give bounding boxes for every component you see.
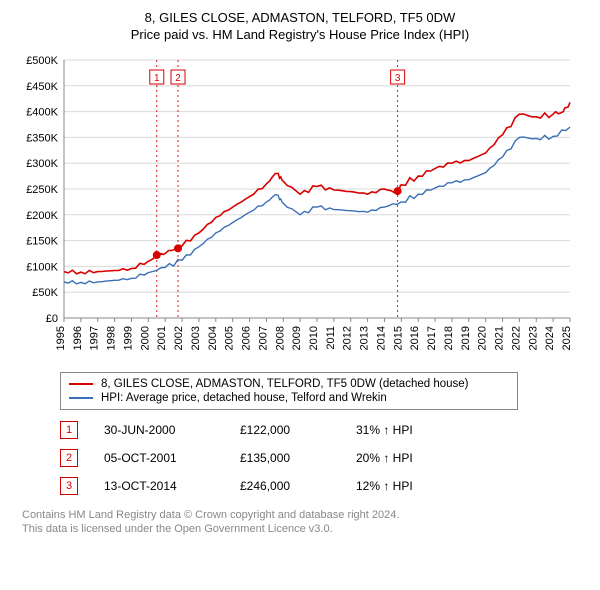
sale-row-2: 2 05-OCT-2001 £135,000 20% ↑ HPI: [60, 444, 590, 472]
svg-text:£350K: £350K: [26, 132, 58, 144]
svg-text:2024: 2024: [544, 326, 556, 350]
svg-text:£450K: £450K: [26, 81, 58, 93]
svg-text:2025: 2025: [561, 326, 573, 350]
svg-text:2011: 2011: [325, 326, 337, 350]
legend-swatch-hpi: [69, 397, 93, 399]
sale-row-3: 3 13-OCT-2014 £246,000 12% ↑ HPI: [60, 472, 590, 500]
svg-text:2001: 2001: [156, 326, 168, 350]
svg-text:£0: £0: [46, 313, 58, 325]
sales-table: 1 30-JUN-2000 £122,000 31% ↑ HPI 2 05-OC…: [60, 416, 590, 500]
svg-text:£150K: £150K: [26, 235, 58, 247]
svg-text:2014: 2014: [375, 326, 387, 350]
price-chart: £0 £50K £100K £150K £200K £250K £300K £350K £400…: [14, 52, 574, 362]
svg-text:£100K: £100K: [26, 261, 58, 273]
svg-text:2005: 2005: [224, 326, 236, 350]
svg-text:2003: 2003: [190, 326, 202, 350]
svg-text:2020: 2020: [477, 326, 489, 350]
sale-date-3: 13-OCT-2014: [104, 479, 214, 493]
legend-swatch-property: [69, 383, 93, 385]
legend-label-property: 8, GILES CLOSE, ADMASTON, TELFORD, TF5 0…: [101, 378, 469, 390]
svg-text:2009: 2009: [291, 326, 303, 350]
svg-text:£500K: £500K: [26, 55, 58, 67]
sale-date-2: 05-OCT-2001: [104, 451, 214, 465]
svg-text:2004: 2004: [207, 326, 219, 350]
svg-text:1997: 1997: [89, 326, 101, 350]
svg-text:2: 2: [175, 73, 181, 84]
svg-text:£300K: £300K: [26, 158, 58, 170]
svg-text:2016: 2016: [409, 326, 421, 350]
svg-text:1996: 1996: [72, 326, 84, 350]
footer-line-1: Contains HM Land Registry data © Crown c…: [22, 508, 590, 522]
svg-text:1: 1: [154, 73, 160, 84]
svg-text:2017: 2017: [426, 326, 438, 350]
sale-pct-1: 31% ↑ HPI: [356, 423, 446, 437]
sale-pct-3: 12% ↑ HPI: [356, 479, 446, 493]
svg-text:2019: 2019: [460, 326, 472, 350]
svg-text:2012: 2012: [342, 326, 354, 350]
legend-row-property: 8, GILES CLOSE, ADMASTON, TELFORD, TF5 0…: [69, 377, 509, 391]
svg-text:2002: 2002: [173, 326, 185, 350]
svg-text:2018: 2018: [443, 326, 455, 350]
title-line-2: Price paid vs. HM Land Registry's House …: [10, 27, 590, 44]
svg-text:2013: 2013: [359, 326, 371, 350]
sale-row-1: 1 30-JUN-2000 £122,000 31% ↑ HPI: [60, 416, 590, 444]
legend-label-hpi: HPI: Average price, detached house, Telf…: [101, 392, 387, 404]
sale-price-3: £246,000: [240, 479, 330, 493]
svg-text:£50K: £50K: [32, 287, 58, 299]
svg-text:2008: 2008: [274, 326, 286, 350]
svg-text:1999: 1999: [122, 326, 134, 350]
svg-text:£250K: £250K: [26, 184, 58, 196]
svg-text:£200K: £200K: [26, 210, 58, 222]
chart-title-block: 8, GILES CLOSE, ADMASTON, TELFORD, TF5 0…: [10, 10, 590, 44]
svg-text:2006: 2006: [241, 326, 253, 350]
svg-text:2010: 2010: [308, 326, 320, 350]
svg-text:2022: 2022: [510, 326, 522, 350]
legend: 8, GILES CLOSE, ADMASTON, TELFORD, TF5 0…: [60, 372, 518, 410]
svg-text:2021: 2021: [494, 326, 506, 350]
sale-marker-2: 2: [60, 449, 78, 467]
sale-marker-3: 3: [60, 477, 78, 495]
sale-price-1: £122,000: [240, 423, 330, 437]
svg-text:2000: 2000: [139, 326, 151, 350]
sale-pct-2: 20% ↑ HPI: [356, 451, 446, 465]
svg-text:2015: 2015: [392, 326, 404, 350]
footer-line-2: This data is licensed under the Open Gov…: [22, 522, 590, 536]
sale-date-1: 30-JUN-2000: [104, 423, 214, 437]
svg-text:1995: 1995: [55, 326, 67, 350]
footer-note: Contains HM Land Registry data © Crown c…: [22, 508, 590, 537]
svg-text:2007: 2007: [257, 326, 269, 350]
svg-text:3: 3: [395, 73, 401, 84]
sale-marker-1: 1: [60, 421, 78, 439]
svg-text:£400K: £400K: [26, 106, 58, 118]
chart-container: £0 £50K £100K £150K £200K £250K £300K £350K £400…: [14, 52, 590, 362]
svg-text:2023: 2023: [527, 326, 539, 350]
legend-row-hpi: HPI: Average price, detached house, Telf…: [69, 391, 509, 405]
svg-text:1998: 1998: [106, 326, 118, 350]
sale-price-2: £135,000: [240, 451, 330, 465]
title-line-1: 8, GILES CLOSE, ADMASTON, TELFORD, TF5 0…: [10, 10, 590, 27]
